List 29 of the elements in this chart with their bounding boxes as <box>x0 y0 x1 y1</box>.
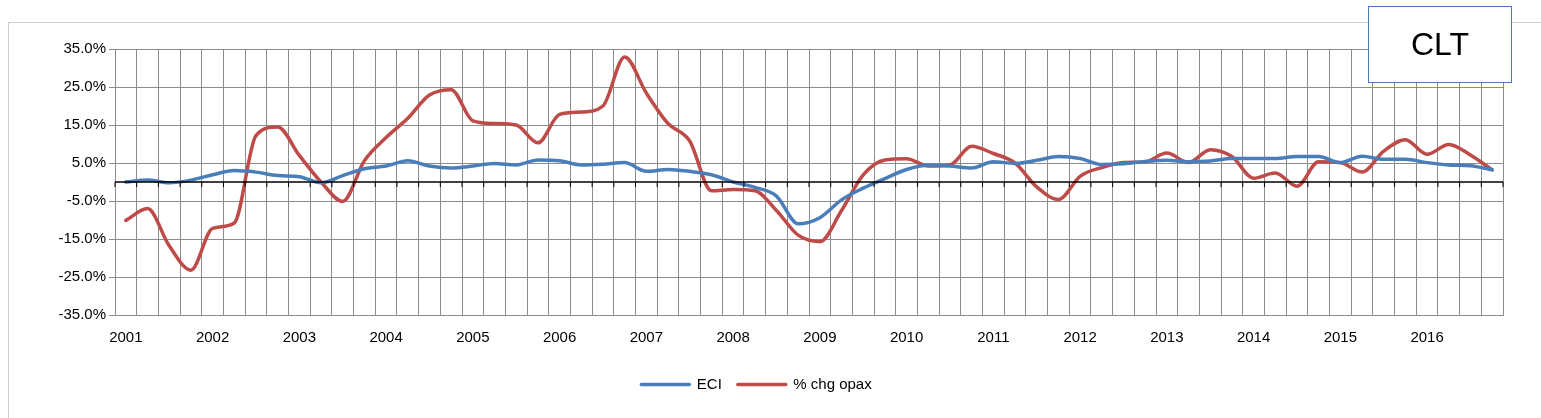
y-tick-label: -15.0% <box>58 229 106 247</box>
x-tick-label: 2016 <box>1410 328 1444 346</box>
x-tick-label: 2009 <box>803 328 837 346</box>
y-tick-label: 25.0% <box>63 77 106 95</box>
y-tick-label: 15.0% <box>63 115 106 133</box>
y-tick-label: -5.0% <box>66 191 106 209</box>
legend-label: ECI <box>696 374 722 392</box>
chart-title: CLT <box>1368 6 1512 83</box>
x-tick-label: 2011 <box>977 328 1010 346</box>
x-tick-label: 2005 <box>456 328 490 346</box>
y-tick-label: -35.0% <box>58 305 106 323</box>
legend-label: % chg opax <box>793 374 873 392</box>
line-series <box>124 55 1494 272</box>
y-tick-label: 35.0% <box>63 39 106 57</box>
x-tick-label: 2008 <box>716 328 750 346</box>
x-tick-label: 2001 <box>109 328 143 346</box>
x-tick-label: 2004 <box>369 328 403 346</box>
x-tick-label: 2010 <box>889 328 924 346</box>
x-tick-label: 2014 <box>1236 328 1271 346</box>
y-tick-label: 5.0% <box>71 153 106 171</box>
x-tick-label: 2002 <box>195 328 230 346</box>
x-tick-label: 2012 <box>1063 328 1097 346</box>
x-tick-label: 2003 <box>282 328 317 346</box>
x-tick-label: 2007 <box>629 328 664 346</box>
x-tick-label: 2013 <box>1150 328 1184 346</box>
x-tick-label: 2006 <box>542 328 577 346</box>
y-tick-label: -25.0% <box>58 267 106 285</box>
x-tick-label: 2015 <box>1323 328 1358 346</box>
line-series <box>124 154 1494 226</box>
